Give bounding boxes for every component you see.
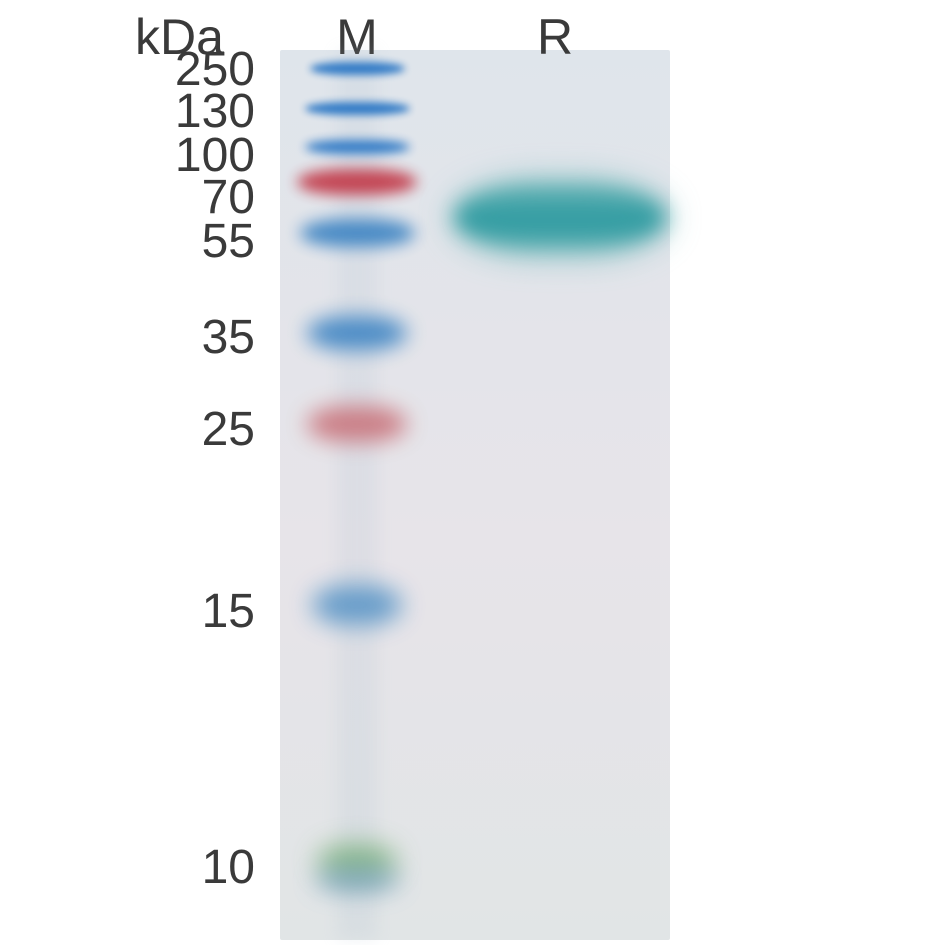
marker-band bbox=[315, 868, 400, 892]
mw-label: 10 bbox=[0, 840, 255, 895]
lane-header-sample: R bbox=[525, 8, 585, 66]
marker-band bbox=[305, 102, 410, 115]
marker-band bbox=[307, 406, 407, 442]
sample-band-core bbox=[455, 186, 665, 248]
mw-label: 15 bbox=[0, 584, 255, 639]
marker-band bbox=[297, 169, 417, 195]
marker-band bbox=[312, 585, 402, 625]
marker-band bbox=[300, 219, 415, 247]
mw-label: 25 bbox=[0, 402, 255, 457]
marker-band bbox=[310, 62, 405, 75]
gel-figure: kDa M R 250130100705535251510 bbox=[0, 0, 945, 945]
mw-label: 55 bbox=[0, 214, 255, 269]
mw-label: 35 bbox=[0, 310, 255, 365]
marker-band bbox=[305, 140, 410, 154]
marker-band bbox=[307, 316, 407, 350]
